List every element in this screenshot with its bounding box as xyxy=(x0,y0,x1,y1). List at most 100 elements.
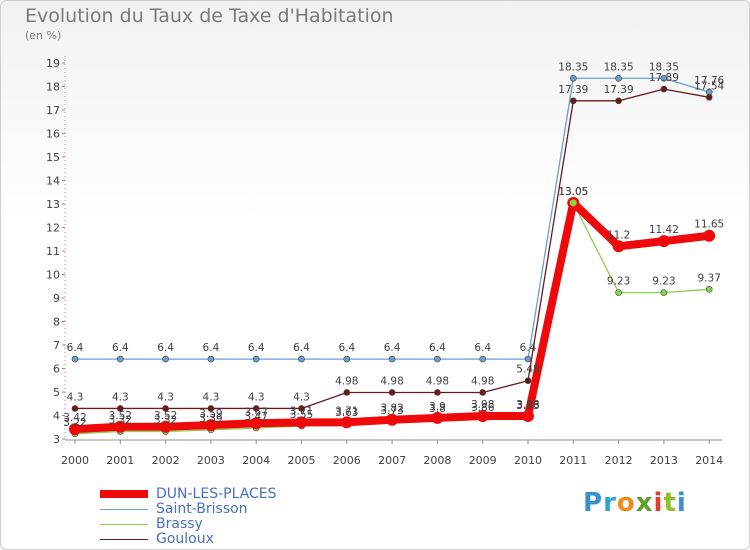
data-label-dun-les-places: 3.42 xyxy=(63,412,86,424)
data-label-gouloux: 4.98 xyxy=(471,375,494,387)
data-point-dun-les-places xyxy=(69,423,81,436)
data-point-dun-les-places xyxy=(431,411,444,424)
data-point-gouloux xyxy=(434,389,441,396)
data-point-dun-les-places xyxy=(340,416,353,429)
legend-swatch-gouloux xyxy=(100,538,148,540)
data-point-saint-brisson xyxy=(252,355,260,363)
x-tick-label: 2010 xyxy=(514,454,542,467)
data-label-saint-brisson: 17.76 xyxy=(694,75,724,87)
data-point-gouloux xyxy=(162,405,169,412)
y-tick-label: 5 xyxy=(53,386,60,399)
data-label-gouloux: 4.3 xyxy=(248,391,265,403)
data-label-brassy: 13.05 xyxy=(558,186,588,198)
data-label-brassy: 3.22 xyxy=(63,417,86,429)
data-label-brassy: 3.63 xyxy=(335,407,358,419)
data-point-saint-brisson xyxy=(615,74,622,82)
legend-item-gouloux: Gouloux xyxy=(100,531,214,547)
data-label-saint-brisson: 6.4 xyxy=(67,342,84,354)
legend-label-dun-les-places: DUN-LES-PLACES xyxy=(156,486,277,502)
data-point-saint-brisson xyxy=(343,355,351,363)
data-label-dun-les-places: 3.82 xyxy=(380,403,403,415)
legend-label-saint-brisson: Saint-Brisson xyxy=(156,501,248,517)
y-tick-label: 7 xyxy=(53,339,60,352)
data-point-brassy xyxy=(615,289,622,296)
data-label-saint-brisson: 6.4 xyxy=(203,342,220,354)
x-tick-label: 2003 xyxy=(197,454,225,467)
data-label-gouloux: 4.3 xyxy=(293,391,310,403)
data-point-gouloux xyxy=(479,389,487,396)
data-label-saint-brisson: 6.4 xyxy=(157,342,174,354)
data-point-saint-brisson xyxy=(569,74,577,82)
data-label-saint-brisson: 6.4 xyxy=(520,342,537,354)
legend-swatch-brassy xyxy=(100,523,148,525)
x-tick-label: 2001 xyxy=(106,454,134,467)
data-point-dun-les-places xyxy=(476,409,489,422)
data-point-gouloux xyxy=(252,405,260,412)
data-point-saint-brisson xyxy=(117,355,124,363)
data-point-dun-les-places xyxy=(114,420,127,433)
data-label-saint-brisson: 18.35 xyxy=(604,61,634,73)
data-point-dun-les-places xyxy=(612,240,625,253)
data-point-saint-brisson xyxy=(207,355,215,363)
data-label-brassy: 3.93 xyxy=(516,400,539,412)
legend-label-gouloux: Gouloux xyxy=(156,531,214,547)
data-point-gouloux xyxy=(343,389,351,396)
x-tick-label: 2012 xyxy=(605,454,633,467)
data-point-saint-brisson xyxy=(388,355,396,363)
y-tick-label: 10 xyxy=(46,269,60,282)
data-label-gouloux: 4.3 xyxy=(67,391,84,403)
data-point-saint-brisson xyxy=(434,355,441,363)
data-point-gouloux xyxy=(71,405,79,412)
data-label-saint-brisson: 6.4 xyxy=(429,342,446,354)
x-tick-label: 2000 xyxy=(61,454,89,467)
data-label-dun-les-places: 3.67 xyxy=(245,406,268,418)
legend-swatch-saint-brisson xyxy=(100,508,148,510)
data-label-brassy: 3.8 xyxy=(429,403,446,415)
data-label-saint-brisson: 6.4 xyxy=(338,342,355,354)
y-tick-label: 16 xyxy=(46,128,60,141)
data-point-dun-les-places xyxy=(657,235,670,248)
data-label-brassy: 3.86 xyxy=(471,402,495,414)
x-tick-label: 2007 xyxy=(378,454,406,467)
y-tick-label: 3 xyxy=(53,433,60,446)
data-label-saint-brisson: 6.4 xyxy=(474,342,491,354)
data-label-gouloux: 17.39 xyxy=(604,84,634,96)
data-point-brassy-overlay xyxy=(568,198,578,208)
y-tick-label: 4 xyxy=(53,410,60,423)
data-label-dun-les-places: 3.59 xyxy=(199,408,222,420)
data-point-brassy xyxy=(660,289,668,296)
data-label-dun-les-places: 11.42 xyxy=(649,224,679,236)
data-label-dun-les-places: 3.71 xyxy=(290,405,313,417)
data-label-gouloux: 4.98 xyxy=(335,375,358,387)
x-tick-label: 2005 xyxy=(288,454,316,467)
data-point-gouloux xyxy=(117,405,124,412)
data-label-dun-les-places: 3.52 xyxy=(154,410,177,422)
data-label-dun-les-places: 3.9 xyxy=(429,401,446,413)
data-point-saint-brisson xyxy=(479,355,487,363)
data-point-dun-les-places xyxy=(703,229,716,242)
x-tick-label: 2013 xyxy=(650,454,678,467)
data-point-dun-les-places xyxy=(295,416,308,429)
data-point-dun-les-places xyxy=(204,419,217,432)
x-tick-label: 2009 xyxy=(469,454,497,467)
data-label-brassy: 3.73 xyxy=(380,405,403,417)
data-label-gouloux: 4.3 xyxy=(157,391,174,403)
legend-item-saint-brisson: Saint-Brisson xyxy=(100,501,248,517)
y-tick-label: 14 xyxy=(46,175,60,188)
data-point-brassy xyxy=(705,286,713,293)
data-label-dun-les-places: 11.65 xyxy=(694,219,724,231)
data-label-gouloux: 17.54 xyxy=(694,80,724,92)
data-label-dun-les-places: 3.98 xyxy=(516,399,539,411)
data-label-dun-les-places: 3.98 xyxy=(471,399,494,411)
data-point-saint-brisson xyxy=(524,355,532,363)
series-line-saint-brisson xyxy=(74,77,710,360)
data-label-brassy: 3.39 xyxy=(199,413,222,425)
y-tick-label: 6 xyxy=(53,363,60,376)
data-label-dun-les-places: 11.2 xyxy=(607,229,630,241)
y-tick-label: 19 xyxy=(46,57,60,70)
y-tick-label: 11 xyxy=(46,245,60,258)
data-point-gouloux xyxy=(388,389,396,396)
y-tick-label: 12 xyxy=(46,222,60,235)
data-label-saint-brisson: 6.4 xyxy=(384,342,401,354)
data-label-saint-brisson: 6.4 xyxy=(293,342,310,354)
